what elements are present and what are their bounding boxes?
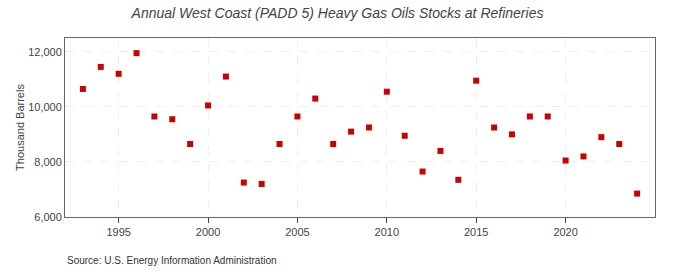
- svg-text:Annual West Coast (PADD 5) Hea: Annual West Coast (PADD 5) Heavy Gas Oil…: [131, 5, 544, 21]
- svg-text:2000: 2000: [196, 226, 220, 238]
- svg-text:2010: 2010: [375, 226, 399, 238]
- svg-text:12,000: 12,000: [28, 46, 62, 58]
- svg-text:Thousand Barrels: Thousand Barrels: [14, 84, 26, 171]
- svg-text:2005: 2005: [285, 226, 309, 238]
- svg-text:6,000: 6,000: [34, 211, 62, 223]
- svg-text:2020: 2020: [553, 226, 577, 238]
- svg-text:8,000: 8,000: [34, 156, 62, 168]
- svg-text:1995: 1995: [106, 226, 130, 238]
- svg-text:2015: 2015: [464, 226, 488, 238]
- svg-text:10,000: 10,000: [28, 101, 62, 113]
- svg-text:Source: U.S. Energy Informatio: Source: U.S. Energy Information Administ…: [67, 255, 277, 266]
